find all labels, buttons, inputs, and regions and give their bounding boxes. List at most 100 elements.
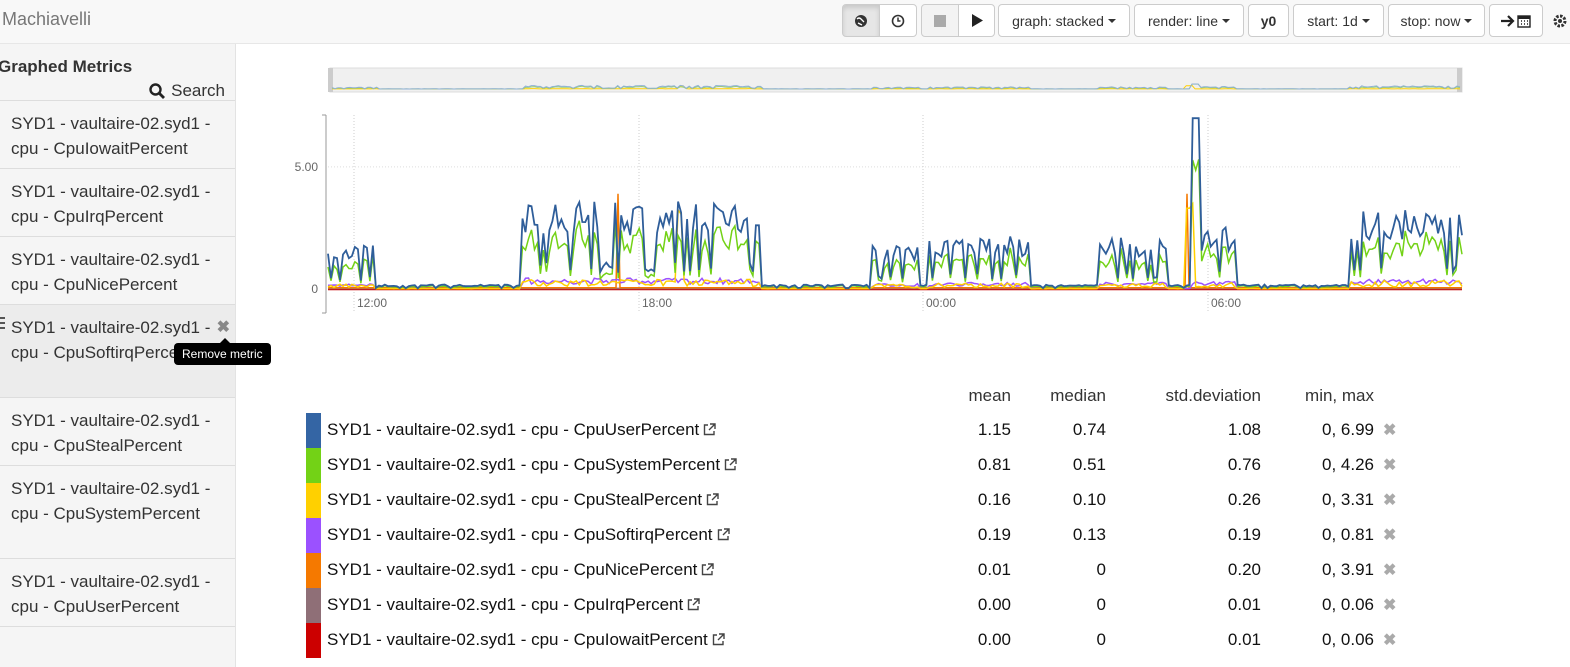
min-max-value: 0, 0.81 xyxy=(1322,525,1374,544)
series-color-swatch[interactable] xyxy=(306,553,321,588)
list-item[interactable]: SYD1 - vaultaire-02.syd1 - cpu - CpuStea… xyxy=(0,398,235,466)
series-color-swatch[interactable] xyxy=(306,623,321,658)
series-color-swatch[interactable] xyxy=(306,483,321,518)
app-brand[interactable]: Machiavelli xyxy=(2,9,92,29)
metric-list: SYD1 - vaultaire-02.syd1 - cpu - CpuIowa… xyxy=(0,100,235,627)
min-max-value: 0, 4.26 xyxy=(1322,455,1374,474)
caret-down-icon xyxy=(1107,18,1116,23)
metric-name-text: SYD1 - vaultaire-02.syd1 - cpu - CpuSoft… xyxy=(327,525,713,544)
table-row: SYD1 - vaultaire-02.syd1 - cpu - CpuUser… xyxy=(306,413,1416,448)
external-link-icon[interactable] xyxy=(703,423,716,436)
top-navbar: Machiavelli graph: stacked render: line … xyxy=(0,0,1570,44)
globe-button[interactable] xyxy=(842,4,880,37)
remove-metric-icon[interactable]: ✖ xyxy=(216,319,230,336)
median-value: 0 xyxy=(1096,630,1106,649)
list-item[interactable]: SYD1 - vaultaire-02.syd1 - cpu - CpuIrqP… xyxy=(0,169,235,237)
list-item[interactable]: SYD1 - vaultaire-02.syd1 - cpu - CpuUser… xyxy=(0,559,235,627)
caret-down-icon xyxy=(1361,18,1370,23)
std-deviation-value: 0.26 xyxy=(1227,490,1261,509)
y-tick-label: 5.00 xyxy=(295,160,319,174)
metric-name: SYD1 - vaultaire-02.syd1 - cpu - CpuSyst… xyxy=(327,455,737,475)
remove-series-icon[interactable]: ✖ xyxy=(1383,632,1397,649)
remove-series-icon[interactable]: ✖ xyxy=(1383,562,1397,579)
start-dropdown[interactable]: start: 1d xyxy=(1293,4,1384,37)
x-tick-label: 06:00 xyxy=(1211,296,1241,310)
remove-series-icon[interactable]: ✖ xyxy=(1383,457,1397,474)
remove-series-icon[interactable]: ✖ xyxy=(1383,492,1397,509)
header-std-deviation: std.deviation xyxy=(1165,386,1261,405)
series-line-steal xyxy=(327,201,1463,290)
series-line-nice xyxy=(328,193,1462,289)
header-min-max: min, max xyxy=(1305,386,1374,405)
table-row: SYD1 - vaultaire-02.syd1 - cpu - CpuIowa… xyxy=(306,623,1416,658)
metric-label: SYD1 - vaultaire-02.syd1 - cpu - CpuStea… xyxy=(11,411,211,455)
x-tick-label: 18:00 xyxy=(642,296,672,310)
series-color-swatch[interactable] xyxy=(306,518,321,553)
range-handle-right xyxy=(1457,68,1462,92)
series-color-swatch[interactable] xyxy=(306,588,321,623)
goto-date-button[interactable] xyxy=(1489,4,1543,37)
list-item[interactable]: SYD1 - vaultaire-02.syd1 - cpu - CpuNice… xyxy=(0,237,235,305)
table-row: SYD1 - vaultaire-02.syd1 - cpu - CpuSoft… xyxy=(306,518,1416,553)
search-link[interactable]: Search xyxy=(149,81,225,101)
render-dropdown[interactable]: render: line xyxy=(1134,4,1244,37)
stop-button[interactable] xyxy=(921,4,959,37)
drag-handle-icon[interactable] xyxy=(0,317,5,332)
mean-value: 0.00 xyxy=(977,630,1011,649)
external-link-icon[interactable] xyxy=(706,493,719,506)
metric-label: SYD1 - vaultaire-02.syd1 - cpu - CpuSyst… xyxy=(11,479,211,523)
play-icon xyxy=(971,14,983,27)
graph-type-dropdown[interactable]: graph: stacked xyxy=(998,4,1130,37)
series-line-system xyxy=(327,159,1463,290)
y0-toggle-button[interactable]: y0 xyxy=(1248,4,1289,37)
mean-value: 0.01 xyxy=(977,560,1011,579)
play-button[interactable] xyxy=(958,4,995,37)
clock-icon xyxy=(891,14,905,27)
mean-value: 0.16 xyxy=(977,490,1011,509)
min-max-value: 0, 3.91 xyxy=(1322,560,1374,579)
metric-name-text: SYD1 - vaultaire-02.syd1 - cpu - CpuIowa… xyxy=(327,630,708,649)
mean-value: 0.19 xyxy=(977,525,1011,544)
remove-series-icon[interactable]: ✖ xyxy=(1383,527,1397,544)
search-label: Search xyxy=(171,81,225,100)
caret-down-icon xyxy=(1222,18,1231,23)
x-tick-label: 00:00 xyxy=(926,296,956,310)
graph-type-label: graph: stacked xyxy=(1012,12,1104,29)
settings-button[interactable] xyxy=(1552,13,1568,34)
stop-icon xyxy=(934,14,946,27)
table-row: SYD1 - vaultaire-02.syd1 - cpu - CpuNice… xyxy=(306,553,1416,588)
external-link-icon[interactable] xyxy=(717,528,730,541)
stop-time-dropdown[interactable]: stop: now xyxy=(1388,4,1485,37)
metric-name-text: SYD1 - vaultaire-02.syd1 - cpu - CpuIrqP… xyxy=(327,595,684,614)
search-icon xyxy=(149,83,166,99)
series-color-swatch[interactable] xyxy=(306,413,321,448)
y0-label: y0 xyxy=(1260,12,1277,29)
globe-icon xyxy=(855,14,867,27)
metrics-chart[interactable]: 5.00 0 12:00 18:00 00:00 06:00 xyxy=(240,60,1470,325)
min-max-value: 0, 0.06 xyxy=(1322,630,1374,649)
header-mean: mean xyxy=(968,386,1011,405)
remove-series-icon[interactable]: ✖ xyxy=(1383,597,1397,614)
external-link-icon[interactable] xyxy=(701,563,715,576)
external-link-icon[interactable] xyxy=(687,598,700,611)
metric-name: SYD1 - vaultaire-02.syd1 - cpu - CpuIowa… xyxy=(327,630,725,650)
mean-value: 1.15 xyxy=(977,420,1011,439)
table-row: SYD1 - vaultaire-02.syd1 - cpu - CpuSyst… xyxy=(306,448,1416,483)
external-link-icon[interactable] xyxy=(712,633,725,646)
metric-name-text: SYD1 - vaultaire-02.syd1 - cpu - CpuSyst… xyxy=(327,455,721,474)
median-value: 0 xyxy=(1096,595,1106,614)
median-value: 0.51 xyxy=(1072,455,1106,474)
mean-value: 0.00 xyxy=(977,595,1011,614)
series-color-swatch[interactable] xyxy=(306,448,321,483)
list-item[interactable]: SYD1 - vaultaire-02.syd1 - cpu - CpuSyst… xyxy=(0,466,235,559)
list-item[interactable]: SYD1 - vaultaire-02.syd1 - cpu - CpuIowa… xyxy=(0,101,235,169)
std-deviation-value: 1.08 xyxy=(1227,420,1261,439)
y-tick-label: 0 xyxy=(311,282,318,296)
gear-icon xyxy=(1553,14,1567,28)
external-link-icon[interactable] xyxy=(724,458,737,471)
remove-series-icon[interactable]: ✖ xyxy=(1383,422,1397,439)
metric-name-text: SYD1 - vaultaire-02.syd1 - cpu - CpuUser… xyxy=(327,420,700,439)
metric-name: SYD1 - vaultaire-02.syd1 - cpu - CpuNice… xyxy=(327,560,715,580)
clock-button[interactable] xyxy=(879,4,917,37)
metric-name: SYD1 - vaultaire-02.syd1 - cpu - CpuStea… xyxy=(327,490,719,510)
